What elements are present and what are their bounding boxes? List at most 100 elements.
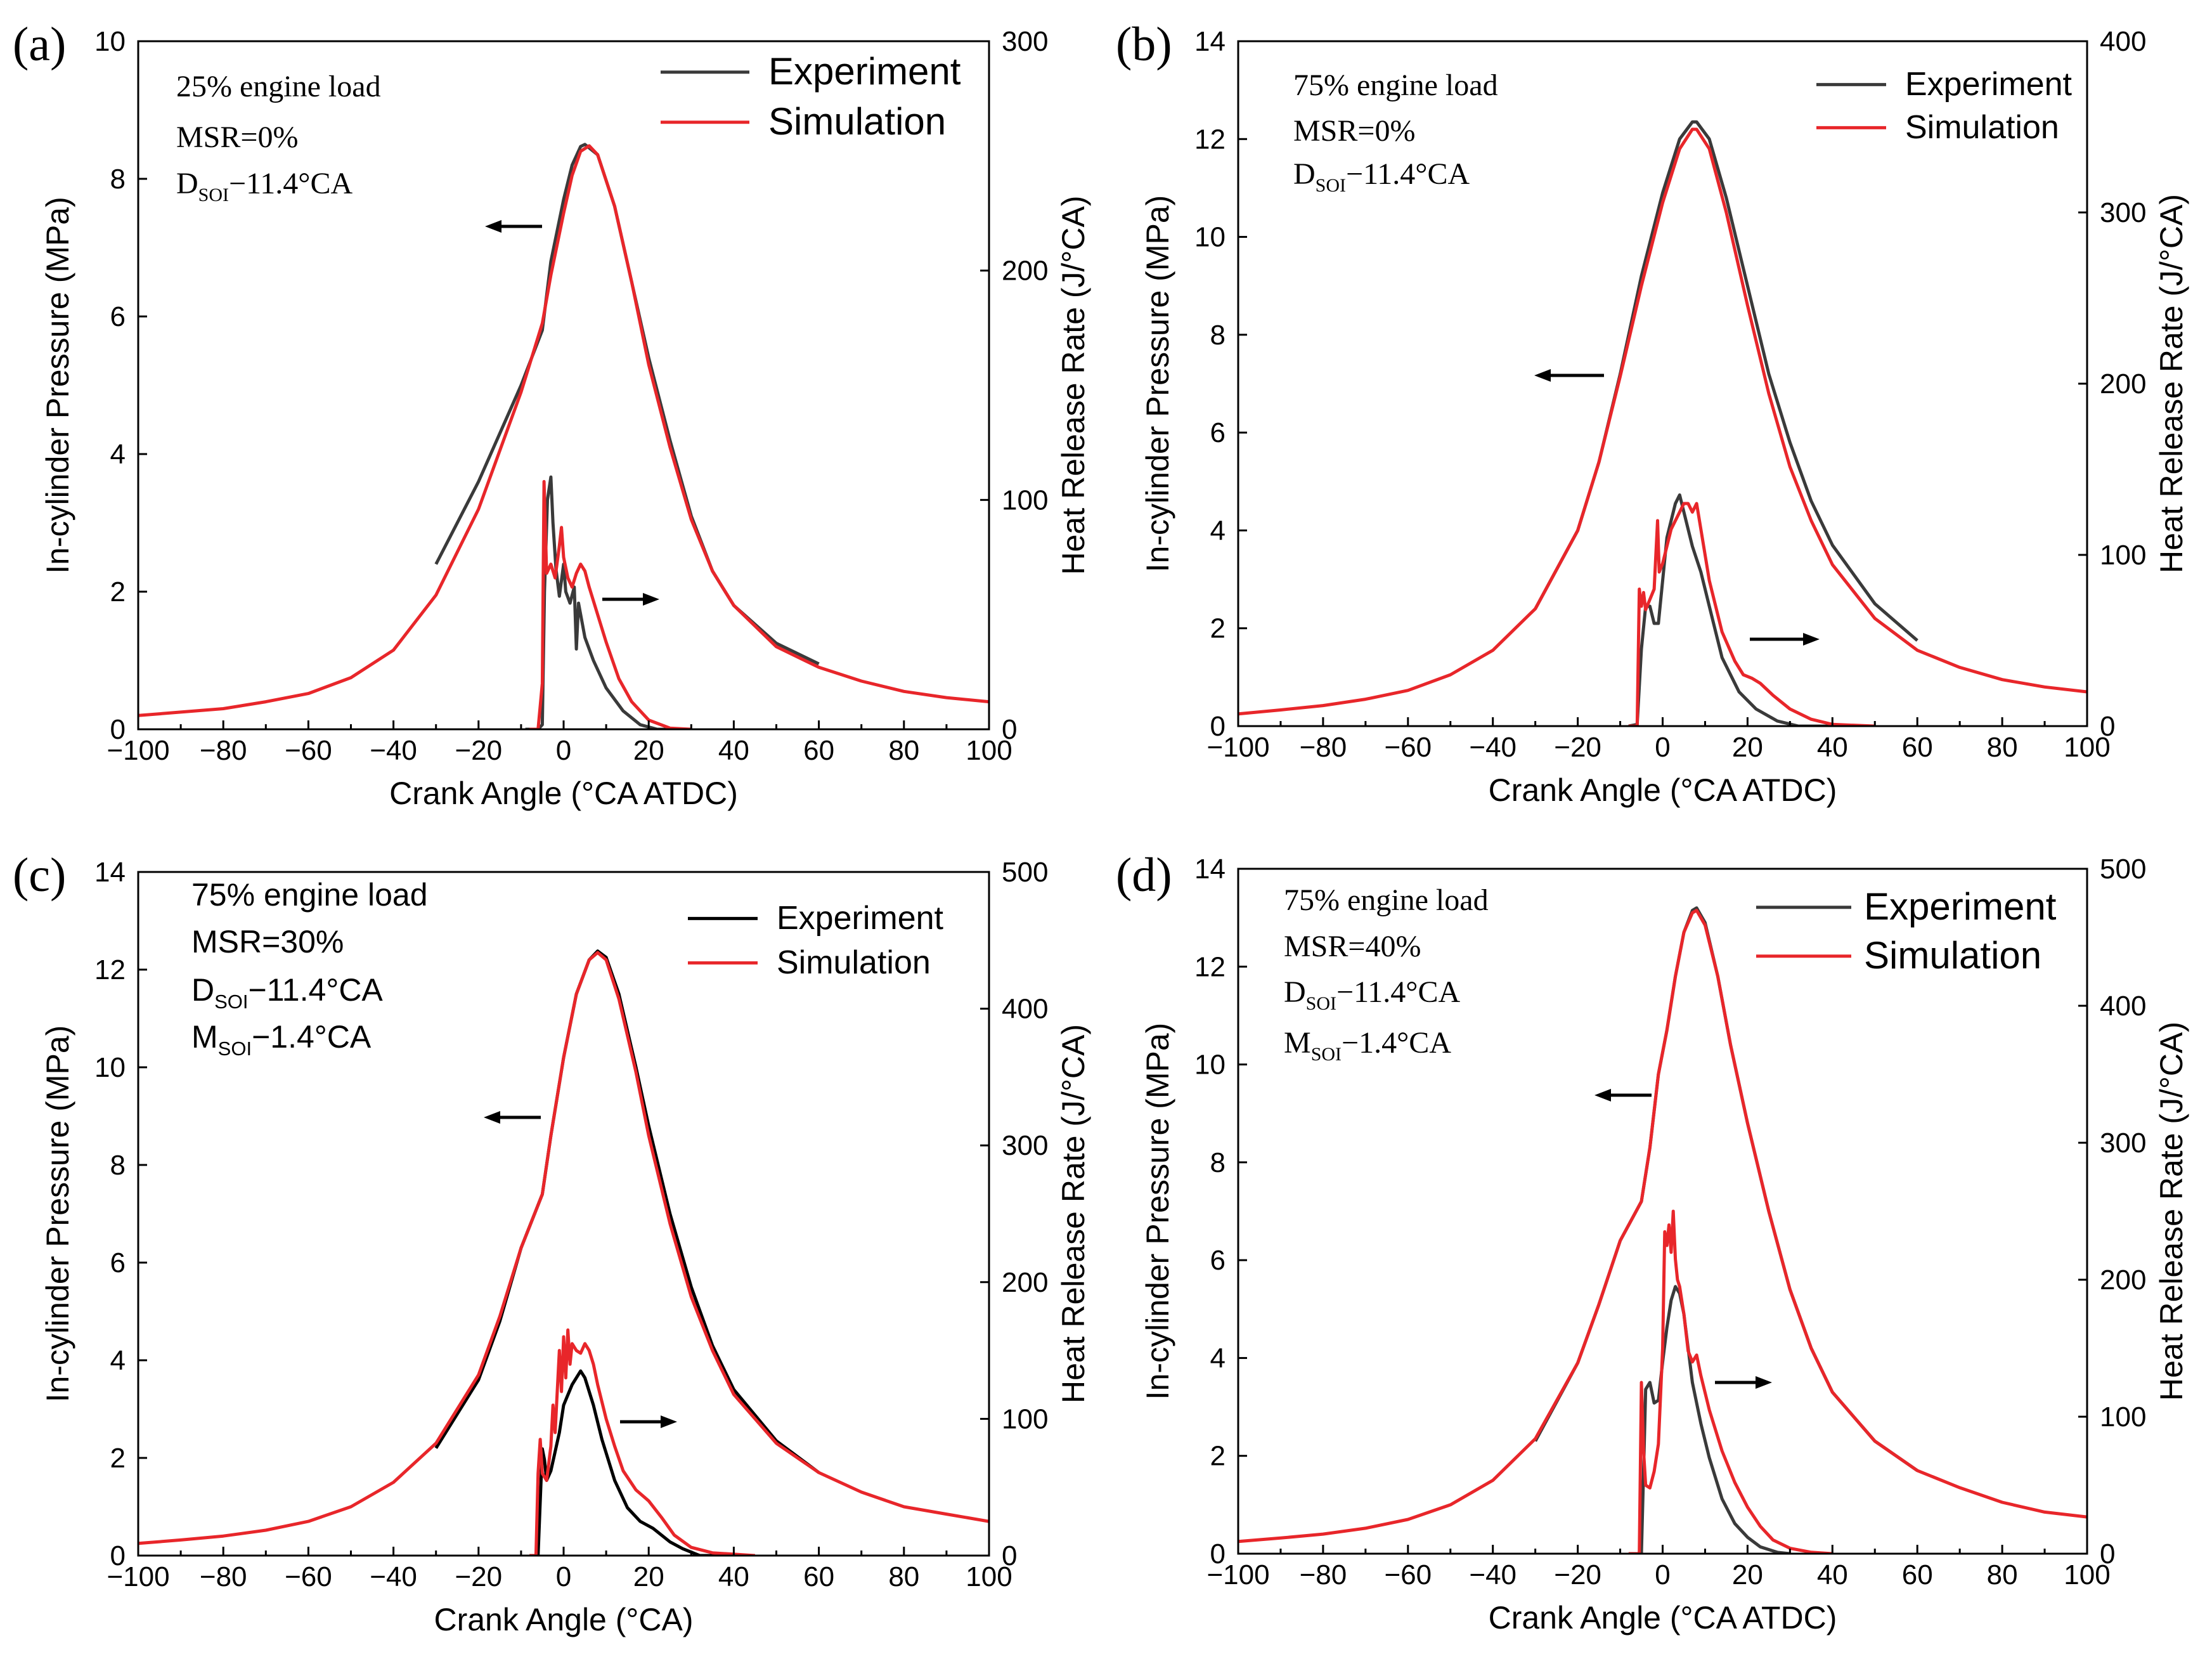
- y-right-tick-label: 0: [1002, 714, 1017, 745]
- y-right-axis-label: Heat Release Rate (J/°CA): [2154, 1022, 2189, 1401]
- y-right-tick-label: 100: [2100, 1401, 2146, 1433]
- annotation-dsoi: DSOI−11.4°CA: [176, 167, 353, 205]
- legend-label-simulation: Simulation: [768, 100, 946, 143]
- x-tick-label: −100: [107, 1561, 169, 1592]
- x-tick-label: −80: [1300, 1559, 1347, 1590]
- annotation-dsoi-value: −11.4°CA: [1346, 157, 1470, 191]
- x-tick-label: 0: [556, 1561, 571, 1592]
- panel-tag: (d): [1116, 849, 1172, 902]
- x-tick-label: 60: [1902, 1559, 1933, 1590]
- annotation-load: 25% engine load: [176, 70, 381, 103]
- series-line-simulation-hrr: [1628, 1209, 1833, 1554]
- y-left-tick-label: 6: [1210, 1245, 1226, 1276]
- y-left-axis-label: In-cylinder Pressure (MPa): [1140, 195, 1175, 573]
- y-left-tick-label: 8: [1210, 320, 1226, 351]
- x-tick-label: 40: [718, 735, 749, 766]
- annotation-load: 75% engine load: [1284, 883, 1489, 917]
- y-left-axis-label: In-cylinder Pressure (MPa): [40, 1025, 75, 1403]
- x-tick-label: 0: [1655, 732, 1670, 763]
- y-right-tick-label: 200: [2100, 368, 2146, 400]
- x-tick-label: 40: [1817, 732, 1848, 763]
- y-right-tick-label: 300: [2100, 1128, 2146, 1159]
- series-line-experiment: [434, 143, 820, 666]
- annotation-dsoi-sub: SOI: [1306, 993, 1336, 1014]
- legend-label-experiment: Experiment: [1864, 885, 2057, 928]
- x-tick-label: −80: [200, 1561, 247, 1592]
- y-right-axis-label: Heat Release Rate (J/°CA): [1056, 196, 1091, 575]
- annotation-dsoi: DSOI−11.4°CA: [191, 972, 383, 1013]
- axis-arrowhead-3-0: [1594, 1089, 1611, 1102]
- y-left-tick-label: 10: [1194, 222, 1226, 253]
- y-left-tick-label: 2: [1210, 1441, 1226, 1472]
- x-tick-label: 20: [1732, 1559, 1763, 1590]
- annotation-dsoi-base: D: [176, 167, 198, 200]
- annotation-msoi: MSOI−1.4°CA: [1284, 1026, 1451, 1065]
- y-left-tick-label: 12: [1194, 951, 1226, 982]
- series-group: [1238, 120, 2087, 726]
- x-tick-label: 0: [556, 735, 571, 766]
- x-axis-label: Crank Angle (°CA): [434, 1602, 693, 1637]
- annotation-load: 75% engine load: [1293, 68, 1498, 102]
- annotation-dsoi-value: −11.4°CA: [1336, 975, 1461, 1009]
- legend: Experiment Simulation: [688, 900, 944, 981]
- y-right-tick-label: 300: [2100, 197, 2146, 228]
- x-tick-label: 60: [803, 735, 834, 766]
- x-tick-label: 0: [1655, 1559, 1670, 1590]
- x-tick-label: 100: [2064, 1559, 2110, 1590]
- x-tick-label: −60: [285, 1561, 332, 1592]
- annotation-msoi-sub: SOI: [1311, 1044, 1342, 1065]
- y-left-axis-label: In-cylinder Pressure (MPa): [40, 197, 75, 574]
- y-right-tick-label: 300: [1002, 1130, 1048, 1161]
- annotation-msoi-base: M: [1284, 1026, 1311, 1060]
- y-left-tick-label: 0: [1210, 1538, 1226, 1570]
- x-tick-label: 20: [1732, 732, 1763, 763]
- annotation-msr: MSR=0%: [1293, 114, 1415, 148]
- x-tick-label: 20: [633, 735, 664, 766]
- x-tick-label: −20: [455, 1561, 502, 1592]
- y-left-axis-label: In-cylinder Pressure (MPa): [1140, 1023, 1175, 1400]
- y-left-tick-label: 4: [1210, 515, 1226, 546]
- legend-label-experiment: Experiment: [768, 50, 961, 93]
- legend-label-simulation: Simulation: [1905, 109, 2059, 146]
- y-left-tick-label: 2: [110, 1443, 126, 1474]
- x-tick-label: −40: [370, 735, 417, 766]
- y-left-tick-label: 10: [94, 26, 126, 57]
- x-tick-label: −60: [285, 735, 332, 766]
- annotation-dsoi-value: −11.4°CA: [229, 167, 353, 200]
- panel-c: −100 −80 −60 −40 −20 0 20 40 60 80 100024681012140…: [13, 849, 1091, 1637]
- axis-arrowhead-0-0: [485, 220, 501, 233]
- x-axis-label: Crank Angle (°CA ATDC): [1489, 1600, 1837, 1635]
- x-axis-label: Crank Angle (°CA ATDC): [1489, 772, 1837, 808]
- y-right-tick-label: 500: [2100, 854, 2146, 885]
- annotation-dsoi: DSOI−11.4°CA: [1284, 975, 1461, 1014]
- annotation-msoi: MSOI−1.4°CA: [191, 1019, 372, 1060]
- y-left-tick-label: 2: [110, 576, 126, 608]
- annotation-dsoi-base: D: [191, 972, 214, 1008]
- x-tick-label: −20: [1554, 1559, 1601, 1590]
- x-tick-label: 20: [633, 1561, 664, 1592]
- y-left-tick-label: 6: [1210, 417, 1226, 448]
- legend: Experiment Simulation: [1816, 66, 2073, 146]
- y-left-tick-label: 0: [110, 714, 126, 745]
- x-tick-label: −80: [1300, 732, 1347, 763]
- legend-label-simulation: Simulation: [777, 944, 931, 981]
- y-left-tick-label: 10: [1194, 1050, 1226, 1081]
- legend-label-experiment: Experiment: [1905, 66, 2073, 103]
- series-group: [138, 949, 989, 1556]
- series-line-simulation: [1238, 909, 2087, 1544]
- x-axis-label: Crank Angle (°CA ATDC): [389, 776, 738, 811]
- y-left-tick-label: 14: [94, 857, 126, 888]
- panel-b: −100 −80 −60 −40 −20 0 20 40 60 80 100024681012140…: [1116, 18, 2189, 808]
- y-left-tick-label: 0: [1210, 711, 1226, 742]
- panel-tag: (a): [13, 18, 66, 71]
- annotation-msr: MSR=0%: [176, 120, 298, 154]
- annotation-dsoi-value: −11.4°CA: [249, 972, 384, 1008]
- axis-arrowhead-2-1: [661, 1415, 677, 1428]
- x-tick-label: −60: [1384, 1559, 1432, 1590]
- y-left-tick-label: 12: [1194, 124, 1226, 155]
- legend: Experiment Simulation: [661, 50, 961, 143]
- x-tick-label: −100: [1206, 1559, 1269, 1590]
- annotation-load: 75% engine load: [191, 877, 428, 913]
- y-left-tick-label: 4: [110, 1345, 126, 1376]
